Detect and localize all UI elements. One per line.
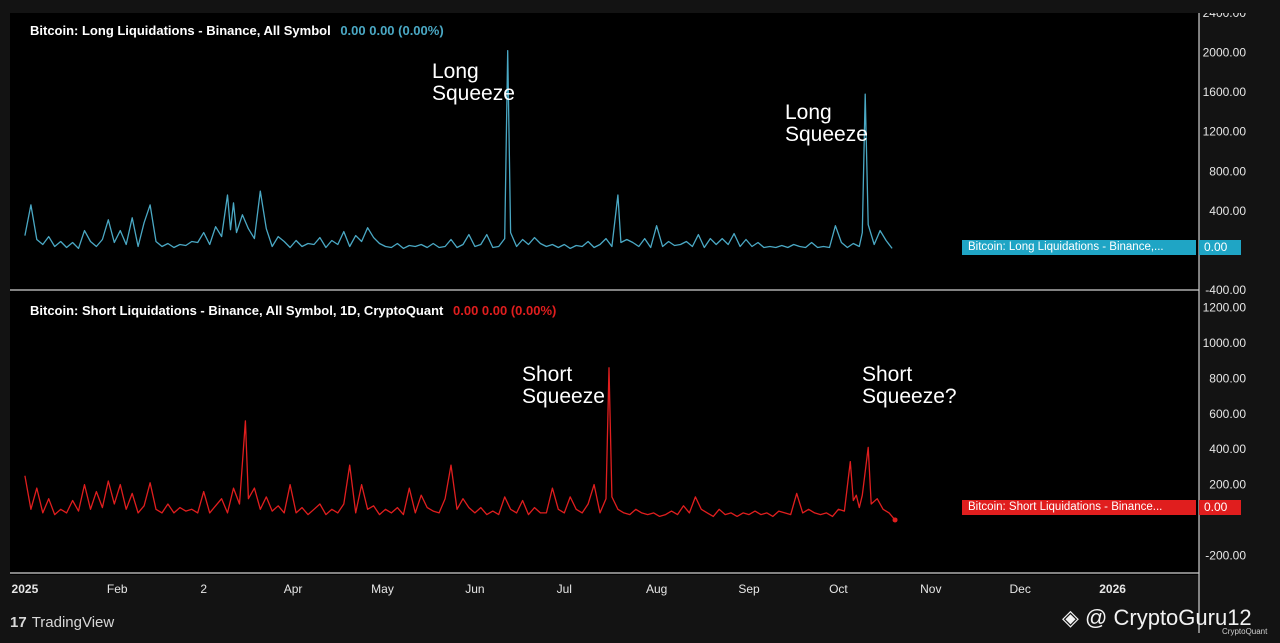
- short-legend: Bitcoin: Short Liquidations - Binance, A…: [30, 303, 556, 318]
- short-legend-values: 0.00 0.00 (0.00%): [453, 303, 557, 318]
- chart-svg: 2400.002000.001600.001200.00800.00400.00…: [10, 13, 1247, 633]
- x-tick-label: Aug: [646, 582, 667, 596]
- x-tick-label: Oct: [829, 582, 848, 596]
- y-tick-label: 1600.00: [1203, 85, 1247, 99]
- y-tick-label: -200.00: [1205, 548, 1246, 562]
- y-tick-label: 1200.00: [1203, 301, 1247, 315]
- long-legend-title: Bitcoin: Long Liquidations - Binance, Al…: [30, 23, 331, 38]
- watermark-text: @ CryptoGuru12: [1085, 605, 1252, 630]
- tradingview-label: TradingView: [31, 614, 115, 631]
- tradingview-mark-icon: 17: [10, 614, 27, 631]
- x-tick-label: Sep: [738, 582, 760, 596]
- annotation-short-squeeze-july: Short Squeeze: [522, 363, 605, 408]
- x-tick-label: 2: [200, 582, 207, 596]
- y-tick-label: 400.00: [1209, 442, 1246, 456]
- y-tick-label: 600.00: [1209, 407, 1246, 421]
- short-liquidations-line: [24, 367, 896, 521]
- y-tick-label: 2400.00: [1203, 13, 1247, 20]
- long-liquidations-line: [24, 49, 893, 250]
- y-tick-label: 2000.00: [1203, 46, 1247, 60]
- long-series-tag-value: 0.00: [1199, 240, 1241, 255]
- watermark-diamond-icon: ◈: [1062, 605, 1079, 630]
- short-series-tag-label: Bitcoin: Short Liquidations - Binance...: [962, 500, 1196, 515]
- x-tick-label: Jul: [557, 582, 572, 596]
- plot-area[interactable]: 2400.00 2000.00 1600.00 1200.00 800.00 400.00…: [10, 13, 1246, 633]
- short-last-point: [892, 517, 898, 523]
- x-tick-label: Dec: [1010, 582, 1031, 596]
- x-tick-label: 2026: [1099, 582, 1126, 596]
- x-tick-label: Jun: [465, 582, 484, 596]
- annotation-long-squeeze-october: Long Squeeze: [785, 101, 868, 146]
- watermark: ◈ @ CryptoGuru12: [1062, 605, 1252, 631]
- tradingview-logo[interactable]: 17 TradingView: [10, 614, 114, 631]
- short-series-tag-value: 0.00: [1199, 500, 1241, 515]
- x-tick-label: Apr: [284, 582, 303, 596]
- long-legend: Bitcoin: Long Liquidations - Binance, Al…: [30, 23, 444, 38]
- x-tick-label: Feb: [107, 582, 128, 596]
- watermark-sub: CryptoQuant: [1222, 627, 1268, 636]
- y-tick-label: 400.00: [1209, 204, 1246, 218]
- long-legend-values: 0.00 0.00 (0.00%): [340, 23, 444, 38]
- y-tick-label: 800.00: [1209, 371, 1246, 385]
- short-legend-title: Bitcoin: Short Liquidations - Binance, A…: [30, 303, 444, 318]
- y-tick-label: 1200.00: [1203, 125, 1247, 139]
- y-tick-label: 200.00: [1209, 478, 1246, 492]
- annotation-short-squeeze-october: Short Squeeze?: [862, 363, 957, 408]
- y-tick-label: -400.00: [1205, 283, 1246, 297]
- long-series-tag-label: Bitcoin: Long Liquidations - Binance,...: [962, 240, 1196, 255]
- y-tick-label: 800.00: [1209, 164, 1246, 178]
- x-tick-label: 2025: [12, 582, 39, 596]
- annotation-long-squeeze-june: Long Squeeze: [432, 60, 515, 105]
- x-tick-label: May: [371, 582, 394, 596]
- x-tick-label: Nov: [920, 582, 941, 596]
- y-tick-label: 1000.00: [1203, 336, 1247, 350]
